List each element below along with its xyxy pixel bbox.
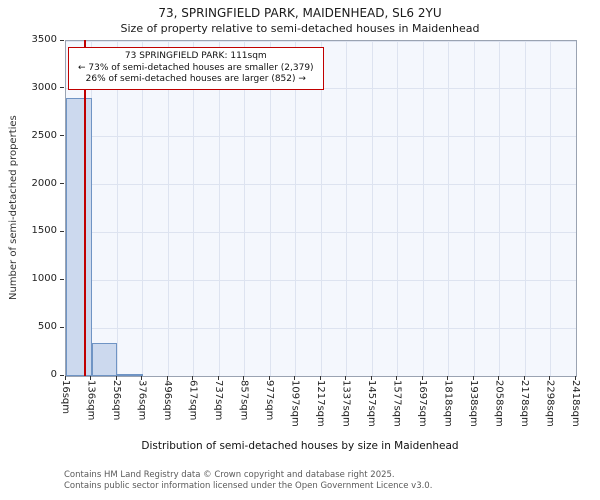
grid-line-vertical: [244, 41, 245, 376]
page-title: 73, SPRINGFIELD PARK, MAIDENHEAD, SL6 2Y…: [158, 6, 442, 20]
annotation-title: 73 SPRINGFIELD PARK: 111sqm: [124, 51, 267, 61]
chart-title-block: 73, SPRINGFIELD PARK, MAIDENHEAD, SL6 2Y…: [45, 5, 555, 36]
y-tick-label: 2500: [31, 129, 57, 141]
y-tick-mark: [60, 183, 64, 185]
x-tick-label: 256sqm: [111, 380, 122, 421]
x-tick-mark: [294, 376, 295, 380]
grid-line-vertical: [116, 41, 118, 376]
x-tick-mark: [243, 376, 244, 380]
x-tick-label: 376sqm: [136, 380, 148, 421]
y-tick-label: 500: [37, 321, 57, 333]
y-tick-label: 3000: [31, 81, 57, 93]
x-tick-mark: [370, 376, 372, 380]
x-axis-label: Distribution of semi-detached houses by …: [141, 440, 459, 452]
x-tick-mark: [396, 376, 397, 380]
grid-line-vertical: [550, 41, 551, 376]
x-tick-label: 2178sqm: [519, 380, 530, 427]
y-tick-label: 0: [50, 369, 57, 380]
x-tick-label: 617sqm: [187, 380, 199, 421]
footer: Contains HM Land Registry data © Crown c…: [64, 470, 432, 492]
grid-line-vertical: [473, 41, 475, 376]
grid-line-vertical: [448, 41, 449, 376]
x-tick-mark: [192, 376, 193, 380]
x-tick-label: 857sqm: [238, 380, 250, 421]
x-tick-mark: [64, 376, 66, 380]
x-tick-mark: [447, 376, 448, 380]
x-tick-label: 1577sqm: [391, 380, 403, 427]
grid-line-vertical: [499, 41, 500, 376]
chart-subtitle: Size of property relative to semi-detach…: [120, 22, 480, 35]
x-tick-label: 16sqm: [60, 380, 71, 415]
x-tick-label: 2058sqm: [493, 380, 505, 427]
x-tick-mark: [268, 376, 270, 380]
x-tick-label: 977sqm: [264, 380, 275, 421]
x-tick-label: 1697sqm: [417, 380, 428, 427]
x-tick-label: 2298sqm: [544, 380, 556, 427]
x-tick-mark: [421, 376, 423, 380]
grid-line-vertical: [320, 41, 322, 376]
grid-line-vertical: [193, 41, 194, 376]
x-tick-mark: [549, 376, 550, 380]
grid-line-vertical: [269, 41, 271, 376]
y-tick-mark: [60, 230, 64, 232]
x-tick-mark: [498, 376, 499, 380]
x-tick-mark: [166, 376, 168, 380]
x-tick-mark: [217, 376, 219, 380]
grid-line-vertical: [371, 41, 373, 376]
histogram-bar: [91, 342, 117, 376]
grid-line-vertical: [346, 41, 347, 376]
x-tick-mark: [141, 376, 142, 380]
y-tick-label: 1000: [31, 273, 57, 285]
x-tick-label: 1217sqm: [315, 380, 326, 427]
annotation-larger-line: 26% of semi-detached houses are larger (…: [85, 74, 306, 84]
histogram-bar: [117, 374, 143, 376]
y-tick-mark: [60, 87, 64, 89]
footer-line-2: Contains public sector information licen…: [64, 481, 433, 491]
y-tick-mark: [60, 374, 64, 376]
property-marker-line: [84, 40, 86, 376]
y-tick-mark: [60, 326, 64, 328]
x-tick-label: 1818sqm: [442, 380, 454, 427]
y-tick-mark: [60, 278, 64, 280]
y-tick-mark: [60, 39, 64, 41]
x-tick-label: 1938sqm: [468, 380, 479, 427]
annotation-smaller-line: ← 73% of semi-detached houses are smalle…: [78, 62, 314, 73]
x-tick-mark: [115, 376, 117, 380]
x-tick-label: 1337sqm: [340, 380, 352, 427]
x-tick-label: 737sqm: [213, 380, 224, 421]
grid-line-vertical: [218, 41, 220, 376]
grid-line-vertical: [422, 41, 424, 376]
footer-line-1: Contains HM Land Registry data © Crown c…: [64, 470, 395, 480]
grid-line-vertical: [91, 41, 92, 376]
grid-line-vertical: [295, 41, 296, 376]
x-tick-label: 1097sqm: [289, 380, 301, 427]
x-tick-label: 496sqm: [162, 380, 173, 421]
y-tick-mark: [60, 135, 64, 137]
x-tick-label: 136sqm: [85, 380, 97, 421]
histogram-bar: [66, 98, 92, 376]
y-tick-label: 3500: [31, 34, 57, 45]
grid-line-vertical: [397, 41, 398, 376]
x-tick-mark: [472, 376, 474, 380]
grid-line-vertical: [167, 41, 169, 376]
x-tick-mark: [345, 376, 346, 380]
grid-line-vertical: [142, 41, 143, 376]
y-tick-label: 2000: [31, 177, 57, 189]
annotation-box: 73 SPRINGFIELD PARK: 111sqm ← 73% of sem…: [68, 47, 324, 90]
plot-area: [65, 40, 577, 377]
x-tick-label: 1457sqm: [366, 380, 377, 427]
x-tick-mark: [319, 376, 321, 380]
x-tick-mark: [90, 376, 91, 380]
y-tick-label: 1500: [31, 225, 57, 237]
x-tick-mark: [574, 376, 576, 380]
x-tick-label: 2418sqm: [570, 380, 581, 427]
x-tick-mark: [523, 376, 525, 380]
grid-line-vertical: [524, 41, 526, 376]
